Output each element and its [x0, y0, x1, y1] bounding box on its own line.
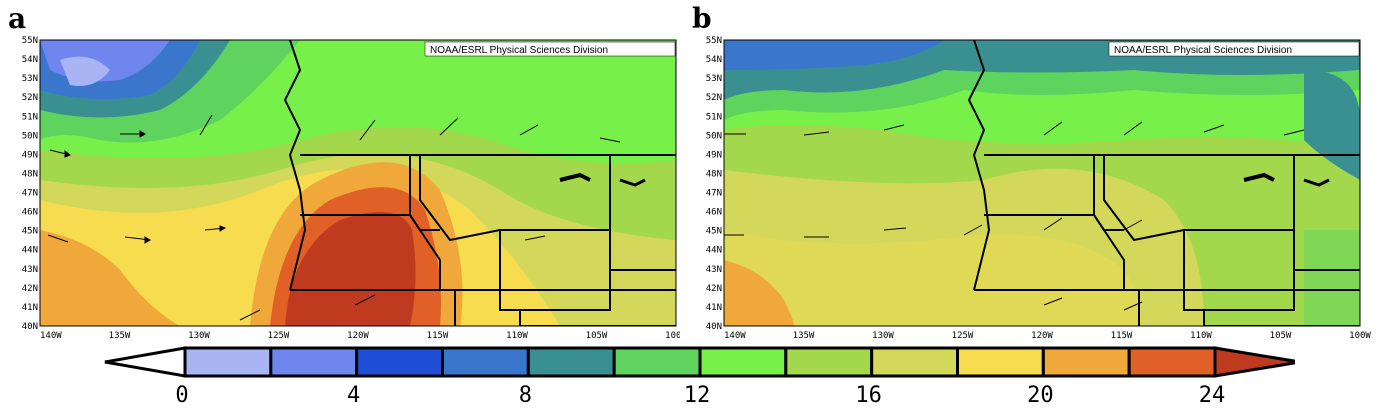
panel-b-wind-arrows	[724, 121, 1305, 311]
panel-b-credit-box	[1108, 41, 1360, 57]
colorbar-segments	[104, 346, 1295, 378]
lat-label: 41N	[22, 303, 38, 313]
lon-label: 125W	[952, 331, 974, 341]
colorbar-label: 4	[347, 383, 360, 408]
colorbar-segment	[1041, 346, 1131, 378]
colorbar-segment	[526, 346, 616, 378]
panel-b-letter: b	[692, 2, 712, 35]
lat-label: 44N	[22, 246, 38, 256]
panel-a-credit-box	[424, 41, 676, 57]
panel-a-lon-labels: 140W 135W 130W 125W 120W 115W 110W 105W 100W	[40, 331, 680, 341]
lon-label: 115W	[1111, 331, 1133, 341]
lat-label: 55N	[706, 36, 722, 46]
colorbar-label: 12	[684, 383, 711, 408]
lat-label: 42N	[22, 284, 38, 294]
colorbar-label: 0	[175, 383, 188, 408]
lon-label: 110W	[506, 331, 528, 341]
panel-b-lat-labels: 55N 54N 53N 52N 51N 50N 49N 48N 47N 46N 45N 44N 43N 4…	[706, 36, 722, 332]
lon-label: 135W	[793, 331, 815, 341]
panel-b-credit: NOAA/ESRL Physical Sciences Division	[1114, 45, 1292, 56]
lat-label: 41N	[706, 303, 722, 313]
lon-label: 100W	[665, 331, 680, 341]
colorbar-segment	[956, 346, 1045, 378]
panel-a-lat-labels: 55N 54N 53N 52N 51N 50N 49N 48N 47N 46N 45N 44N 43N 4…	[22, 36, 38, 332]
colorbar-segment	[355, 346, 444, 378]
lat-label: 52N	[22, 93, 38, 103]
lat-label: 46N	[706, 208, 722, 218]
colorbar-segment	[612, 346, 702, 378]
lon-label: 130W	[188, 331, 210, 341]
panel-a-frame	[39, 39, 677, 327]
lat-label: 46N	[22, 208, 38, 218]
lon-label: 100W	[1349, 331, 1371, 341]
panel-b-frame	[723, 39, 1361, 327]
lat-label: 43N	[706, 265, 722, 275]
colorbar-label: 8	[519, 383, 532, 408]
lon-label: 140W	[40, 331, 62, 341]
lat-label: 53N	[706, 74, 722, 84]
colorbar-right-end	[1213, 346, 1295, 378]
lat-label: 48N	[22, 169, 38, 179]
lat-label: 55N	[22, 36, 38, 46]
colorbar-segment	[1127, 346, 1217, 378]
colorbar-labels: 0 4 8 12 16 20 24	[175, 383, 1225, 408]
panel-b-borders	[967, 40, 1360, 326]
lat-label: 45N	[706, 227, 722, 237]
panel-a-wind-arrows	[47, 114, 621, 321]
lon-label: 120W	[347, 331, 369, 341]
colorbar-segment	[870, 346, 960, 378]
lon-label: 140W	[724, 331, 746, 341]
lat-label: 48N	[706, 169, 722, 179]
lat-label: 43N	[22, 265, 38, 275]
colorbar-segment	[698, 346, 788, 378]
colorbar-segment	[784, 346, 874, 378]
lon-label: 130W	[872, 331, 894, 341]
panel-a-map: NOAA/ESRL Physical Sciences Division 55N…	[22, 36, 680, 341]
lat-label: 50N	[22, 131, 38, 141]
lon-label: 115W	[427, 331, 449, 341]
lon-label: 105W	[1270, 331, 1292, 341]
lat-label: 45N	[22, 227, 38, 237]
colorbar-label: 16	[855, 383, 882, 408]
lat-label: 51N	[706, 112, 722, 122]
panel-a-borders	[283, 40, 676, 326]
lat-label: 54N	[706, 55, 722, 65]
colorbar-segment	[441, 346, 530, 378]
lat-label: 51N	[22, 112, 38, 122]
lat-label: 50N	[706, 131, 722, 141]
colorbar-segment	[183, 346, 273, 378]
lat-label: 49N	[706, 150, 722, 160]
lon-label: 125W	[268, 331, 290, 341]
lon-label: 105W	[586, 331, 608, 341]
lon-label: 120W	[1031, 331, 1053, 341]
lat-label: 40N	[706, 322, 722, 332]
lat-label: 49N	[22, 150, 38, 160]
lat-label: 44N	[706, 246, 722, 256]
lat-label: 42N	[706, 284, 722, 294]
lat-label: 40N	[22, 322, 38, 332]
colorbar-segment	[269, 346, 359, 378]
lat-label: 47N	[706, 189, 722, 199]
panel-b-lon-labels: 140W 135W 130W 125W 120W 115W 110W 105W 100W	[724, 331, 1371, 341]
panel-b-map: NOAA/ESRL Physical Sciences Division 55N…	[706, 36, 1372, 341]
panel-a-credit: NOAA/ESRL Physical Sciences Division	[430, 45, 608, 56]
lat-label: 54N	[22, 55, 38, 65]
colorbar-left-end	[104, 346, 187, 378]
panel-b-contours	[724, 40, 1360, 326]
panel-a-contours	[40, 40, 676, 326]
panel-a-letter: a	[8, 2, 27, 35]
colorbar-label: 20	[1027, 383, 1054, 408]
lon-label: 135W	[109, 331, 131, 341]
lat-label: 52N	[706, 93, 722, 103]
lat-label: 53N	[22, 74, 38, 84]
lat-label: 47N	[22, 189, 38, 199]
lon-label: 110W	[1190, 331, 1212, 341]
colorbar: 0 4 8 12 16 20 24	[104, 346, 1295, 408]
colorbar-label: 24	[1199, 383, 1226, 408]
